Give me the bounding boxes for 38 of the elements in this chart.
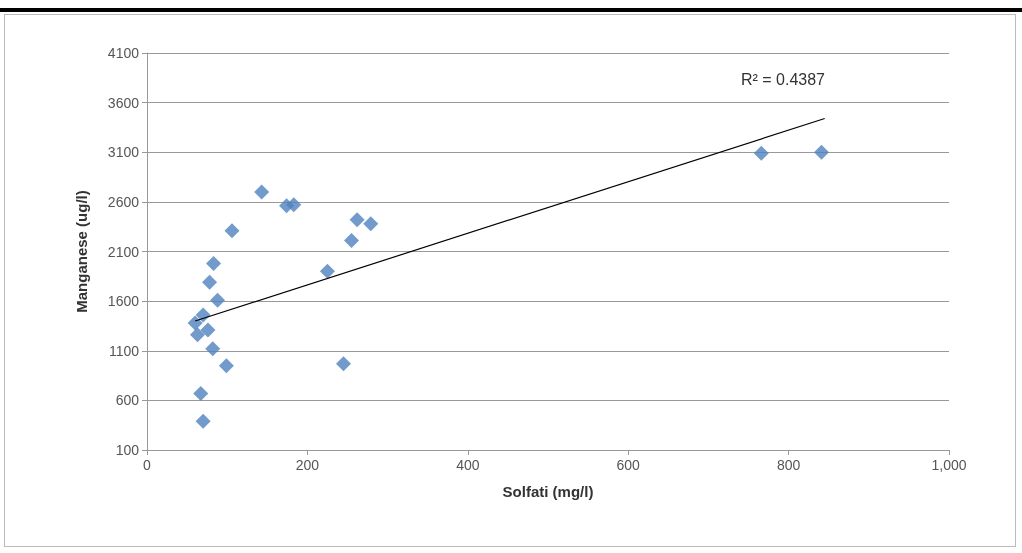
point (335, 356, 351, 372)
point (224, 223, 240, 239)
y-tick-label: 600 (115, 392, 140, 409)
x-tick-label: 400 (456, 457, 480, 473)
point (753, 145, 769, 161)
y-tick-label: 2600 (107, 193, 140, 210)
x-axis-title: Solfati (mg/l) (502, 483, 594, 500)
point (205, 341, 221, 357)
x-tick-label: 800 (776, 457, 801, 473)
point (349, 212, 365, 228)
annotation: R² = 0.4387 (740, 70, 826, 88)
y-tick-label: 3600 (107, 94, 140, 111)
point (200, 322, 216, 338)
y-tick-label: 1600 (107, 293, 140, 310)
point (363, 216, 379, 232)
point (195, 413, 211, 429)
point (210, 292, 226, 308)
point (319, 263, 335, 279)
point (218, 358, 234, 374)
point (206, 255, 222, 271)
y-tick-label: 1100 (108, 342, 140, 359)
point (286, 197, 302, 213)
x-tick-label: 200 (295, 457, 320, 473)
x-tick-label: 1,000 (931, 457, 967, 473)
point (190, 327, 206, 343)
y-tick-label: 100 (115, 442, 140, 458)
point (187, 315, 203, 331)
y-tick-label: 2100 (107, 243, 140, 260)
y-tick-label: 4100 (107, 45, 140, 61)
point (344, 233, 360, 249)
x-tick-label: 600 (616, 457, 641, 473)
point (254, 184, 270, 200)
x-tick-label: 0 (143, 457, 152, 473)
point (202, 274, 218, 290)
point (193, 385, 209, 401)
y-axis-title: Manganese (ug/l) (73, 190, 90, 313)
y-tick-label: 3100 (107, 144, 140, 161)
point (813, 144, 829, 160)
